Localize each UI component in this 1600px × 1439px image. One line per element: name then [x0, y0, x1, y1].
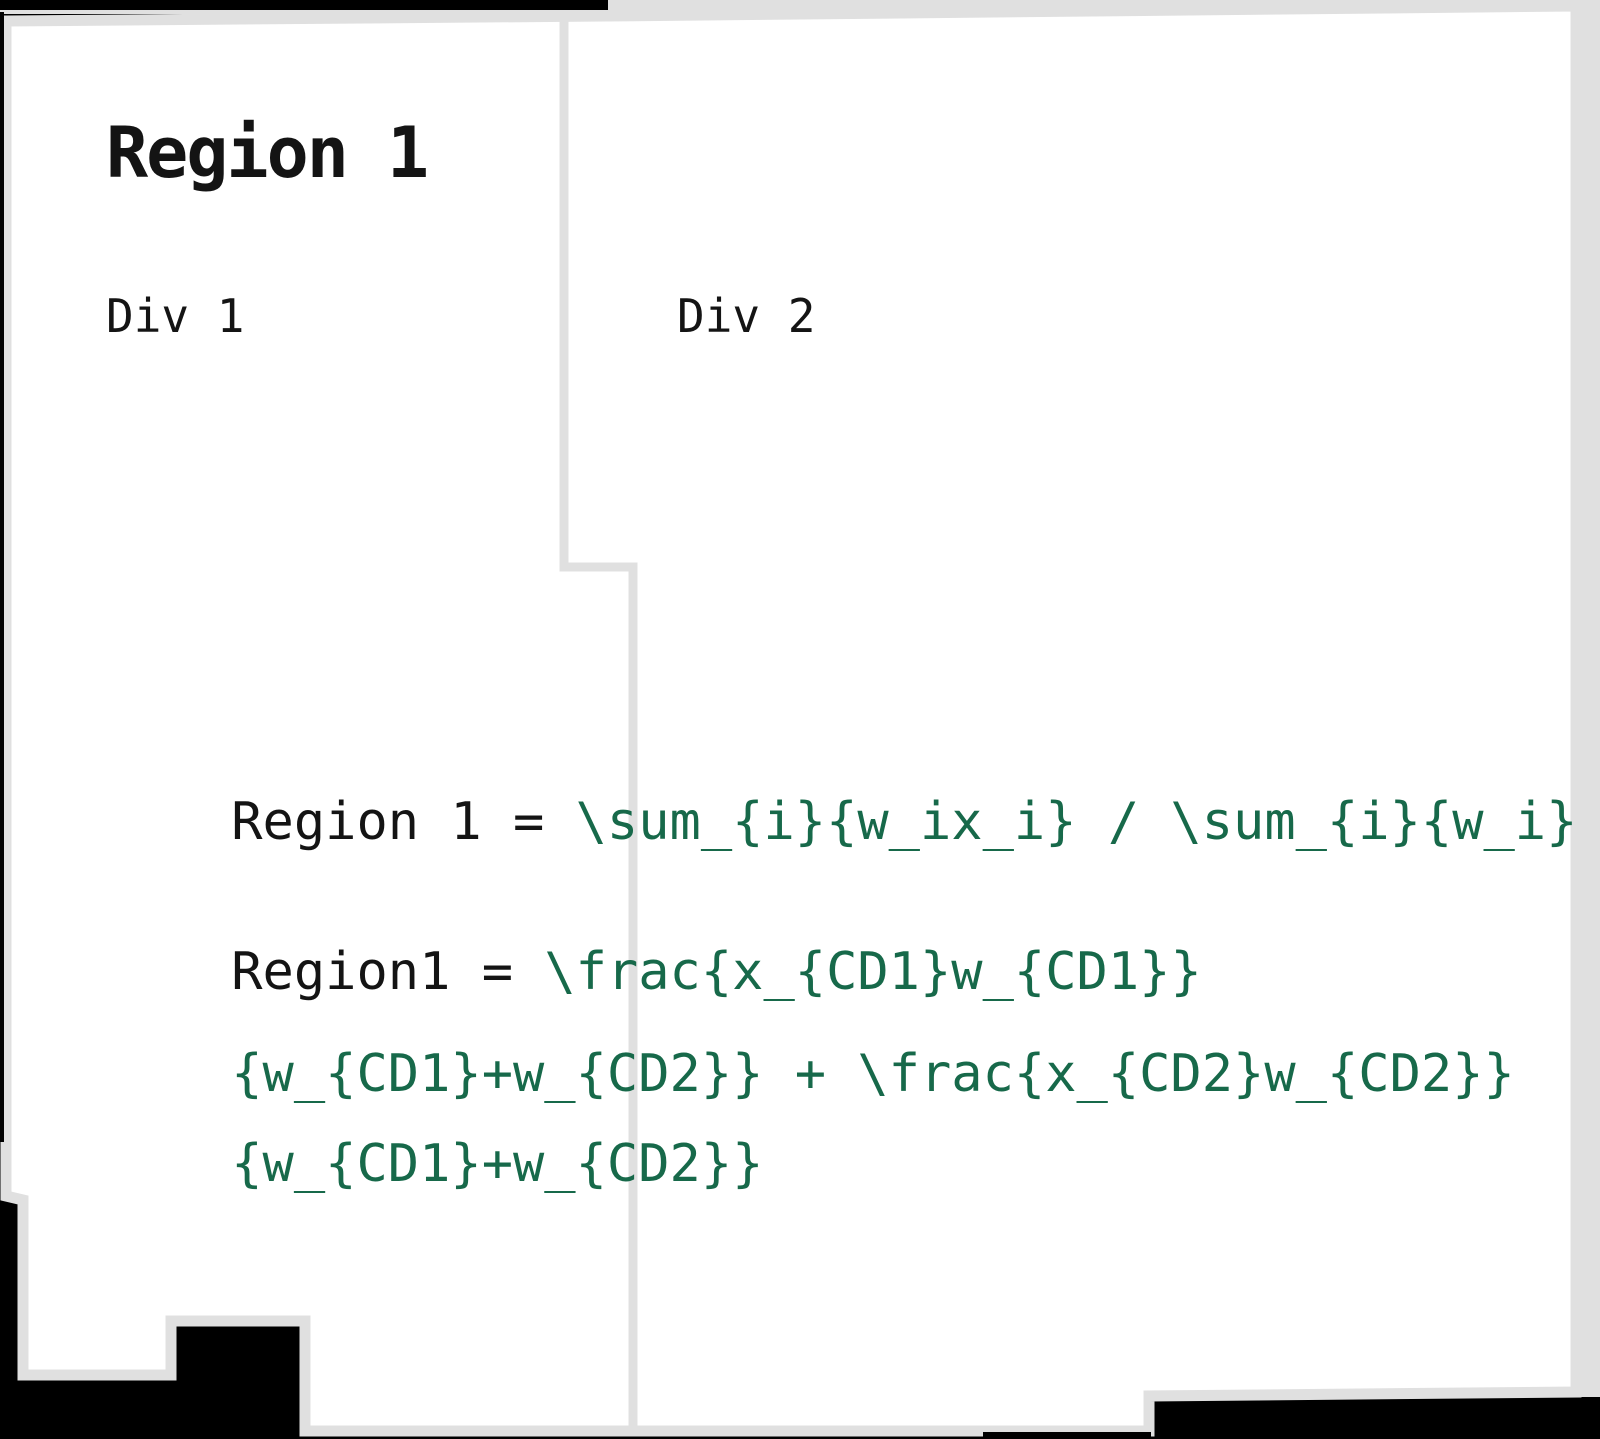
bottom-black-strip [983, 1432, 1151, 1439]
left-black-sliver [0, 12, 4, 1142]
formula1-expression: \sum_{i}{w_ix_i} / \sum_{i}{w_i} [575, 792, 1578, 852]
formula2-expression: \frac{x_{CD1}w_{CD1}} [544, 942, 1202, 1002]
div1-label: Div 1 [106, 289, 245, 343]
region-title: Region 1 [106, 112, 429, 194]
formula-line-2: Region1 = \frac{x_{CD1}w_{CD1}} [106, 894, 1202, 1050]
formula-line-4: {w_{CD1}+w_{CD2}} [106, 1086, 763, 1242]
formula1-prefix: Region 1 = [231, 792, 576, 852]
formula-line-3: {w_{CD1}+w_{CD2}} + \frac{x_{CD2}w_{CD2}… [106, 996, 1515, 1152]
formula3-expression: {w_{CD1}+w_{CD2}} + \frac{x_{CD2}w_{CD2}… [231, 1044, 1515, 1104]
formula2-prefix: Region1 = [231, 942, 545, 1002]
top-black-bar [0, 0, 608, 10]
formula-line-1: Region 1 = \sum_{i}{w_ix_i} / \sum_{i}{w… [106, 744, 1577, 900]
division-divider [559, 16, 638, 1434]
div2-label: Div 2 [677, 289, 816, 343]
formula4-expression: {w_{CD1}+w_{CD2}} [231, 1134, 764, 1194]
